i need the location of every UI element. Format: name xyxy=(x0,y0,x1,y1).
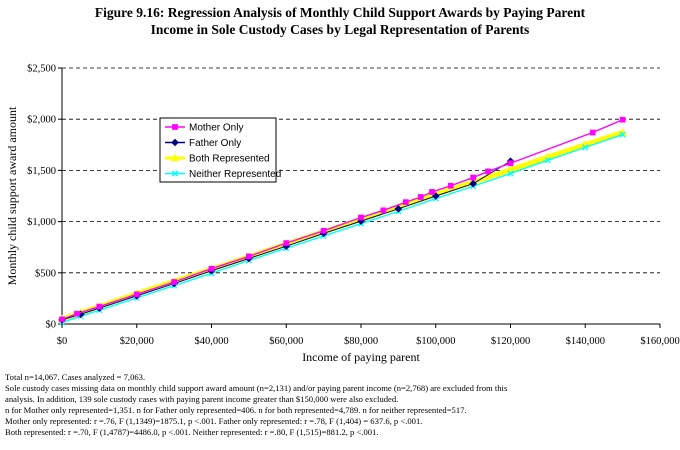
data-point-mother-only xyxy=(447,182,454,189)
y-tick-label: $1,000 xyxy=(27,217,56,228)
legend: Mother Only Father Only Both Represented Ne… xyxy=(159,117,281,183)
data-point-neither-represented xyxy=(619,131,626,138)
x-tick-label: $40,000 xyxy=(194,336,228,347)
data-point-neither-represented xyxy=(582,144,589,151)
data-point-mother-only xyxy=(380,207,387,214)
legend-swatch-marker xyxy=(172,124,178,130)
data-point-neither-represented xyxy=(507,170,514,177)
note-line: Total n=14,067. Cases analyzed = 7,063. xyxy=(5,372,146,382)
x-tick-label: $120,000 xyxy=(491,336,530,347)
x-axis-label: Income of paying parent xyxy=(302,350,420,364)
note-line: Mother only represented: r =.76, F (1,13… xyxy=(5,416,423,426)
data-point-mother-only xyxy=(246,253,252,260)
plot-area xyxy=(62,68,660,324)
data-point-mother-only xyxy=(358,214,364,221)
legend-label-both-represented: Both Represented xyxy=(189,154,270,165)
series-line-father-only xyxy=(61,160,511,321)
legend-label-mother-only: Mother Only xyxy=(189,123,243,134)
chart-notes: Total n=14,067. Cases analyzed = 7,063. … xyxy=(5,372,677,438)
data-point-mother-only xyxy=(429,189,435,195)
legend-swatch-marker xyxy=(171,138,179,147)
data-point-neither-represented xyxy=(544,157,551,164)
data-point-mother-only xyxy=(589,129,596,136)
legend-label-father-only: Father Only xyxy=(189,138,241,149)
regression-chart: $0 $500 $1,000 $1,500 $2,000 $2,500 $0 $20,000 $… xyxy=(5,64,680,365)
figure-title: Figure 9.16: Regression Analysis of Mont… xyxy=(0,4,680,38)
note-line: n for Mother only represented=1,351. n f… xyxy=(5,405,467,415)
y-tick-label: $2,500 xyxy=(27,64,56,75)
y-tick-label: $2,000 xyxy=(27,115,56,126)
data-point-mother-only xyxy=(208,265,215,272)
note-line: Sole custody cases missing data on month… xyxy=(5,383,508,393)
y-tick-label: $0 xyxy=(46,320,57,331)
x-tick-label: $20,000 xyxy=(120,336,154,347)
data-point-mother-only xyxy=(320,227,327,234)
series-mother-only xyxy=(59,116,626,323)
legend-label-neither-represented: Neither Represented xyxy=(189,169,281,180)
data-point-mother-only xyxy=(507,160,514,167)
data-point-mother-only xyxy=(133,291,140,298)
data-point-father-only xyxy=(469,179,477,188)
y-tick-label: $1,500 xyxy=(27,166,56,177)
data-point-mother-only xyxy=(403,199,409,205)
x-tick-label: $80,000 xyxy=(344,336,378,347)
data-point-mother-only xyxy=(417,194,424,200)
legend-swatch-marker xyxy=(170,153,180,162)
data-point-mother-only xyxy=(171,279,177,285)
y-tick-label: $500 xyxy=(35,268,56,279)
data-point-mother-only xyxy=(619,116,626,123)
legend-box xyxy=(159,117,277,183)
data-point-mother-only xyxy=(74,310,80,317)
data-point-mother-only xyxy=(283,240,290,246)
x-tick-label: $0 xyxy=(57,336,68,347)
figure-title-line-2: Income in Sole Custody Cases by Legal Re… xyxy=(150,22,530,37)
x-tick-label: $100,000 xyxy=(416,336,455,347)
y-axis-label: Monthly child support award amount xyxy=(5,106,19,285)
data-point-mother-only xyxy=(485,168,491,175)
data-point-mother-only xyxy=(96,303,103,310)
data-point-father-only xyxy=(394,204,403,213)
x-tick-label: $160,000 xyxy=(640,336,679,347)
x-tick-label: $140,000 xyxy=(566,336,605,347)
x-tick-label: $60,000 xyxy=(269,336,303,347)
data-point-mother-only xyxy=(470,174,476,181)
note-line: Both represented: r =.70, F (1,4787)=448… xyxy=(5,427,379,437)
figure-title-line-1: Figure 9.16: Regression Analysis of Mont… xyxy=(94,5,586,20)
data-point-mother-only xyxy=(59,316,65,323)
legend-swatch-marker xyxy=(171,170,179,177)
note-line: analysis. In addition, 139 sole custody … xyxy=(5,394,399,404)
